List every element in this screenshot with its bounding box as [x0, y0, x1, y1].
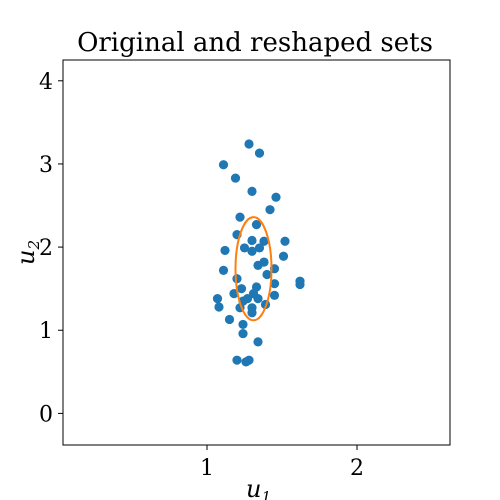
x-tick-label: 2 [350, 456, 364, 481]
data-point [270, 291, 279, 300]
y-axis-label: u2 [12, 240, 43, 265]
data-point [220, 246, 229, 255]
data-point [225, 315, 234, 324]
data-point [219, 160, 228, 169]
data-point [219, 266, 228, 275]
y-axis-label-sub: 2 [25, 240, 43, 251]
x-tick-label: 1 [200, 456, 214, 481]
data-point [244, 139, 253, 148]
x-axis-label-sub: 1 [261, 488, 271, 500]
x-axis-label: u1 [246, 475, 271, 500]
y-tick-label: 1 [39, 319, 53, 344]
x-axis-label-base: u [246, 475, 261, 500]
data-point [214, 302, 223, 311]
data-point [262, 270, 271, 279]
data-point [253, 337, 262, 346]
data-point [253, 261, 262, 270]
data-point [255, 149, 264, 158]
data-point [253, 294, 262, 303]
y-tick-label: 4 [39, 70, 53, 95]
axes-frame [63, 60, 450, 445]
data-point [213, 294, 222, 303]
data-point [295, 280, 304, 289]
y-tick-label: 0 [39, 402, 53, 427]
chart-title: Original and reshaped sets [77, 28, 433, 58]
data-point [247, 308, 256, 317]
data-point [238, 320, 247, 329]
data-point [280, 237, 289, 246]
data-point [238, 329, 247, 338]
data-point [247, 247, 256, 256]
y-axis-label-base: u [12, 250, 40, 265]
data-point [279, 252, 288, 261]
data-point [232, 356, 241, 365]
data-point [235, 213, 244, 222]
data-point [231, 173, 240, 182]
data-point [247, 236, 256, 245]
data-point [265, 205, 274, 214]
data-point [241, 357, 250, 366]
data-point [271, 193, 280, 202]
y-tick-label: 3 [39, 153, 53, 178]
data-point [247, 187, 256, 196]
